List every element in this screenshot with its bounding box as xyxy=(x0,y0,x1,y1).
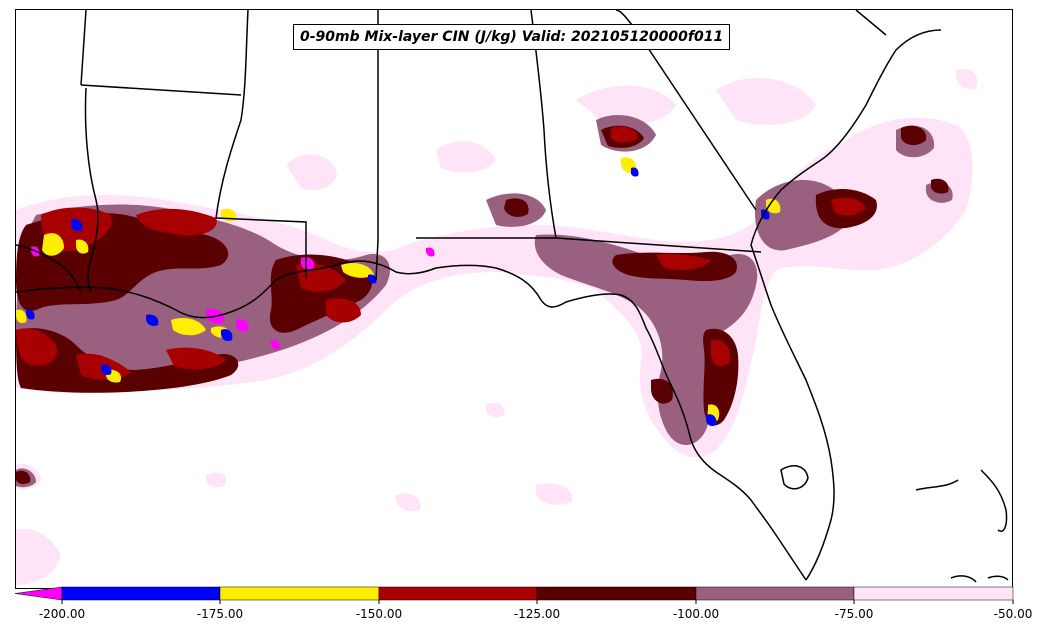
colorbar-bins xyxy=(14,586,1014,601)
cin-map xyxy=(16,10,1009,585)
colorbar-bin-lightpink xyxy=(853,586,1014,601)
colorbar-tick-label: -125.00 xyxy=(513,607,561,621)
map-panel: 0-90mb Mix-layer CIN (J/kg) Valid: 20210… xyxy=(15,9,1013,589)
colorbar-tick-label: -100.00 xyxy=(672,607,720,621)
colorbar-tick-label: -150.00 xyxy=(355,607,403,621)
colorbar-bin-blue xyxy=(61,586,221,601)
colorbar-ticks xyxy=(61,600,1014,604)
boundaries xyxy=(16,10,1009,583)
colorbar-bin-mauve xyxy=(695,586,855,601)
colorbar-tick-label: -200.00 xyxy=(38,607,86,621)
colorbar-bin-red xyxy=(378,586,538,601)
colorbar-bin-yellow xyxy=(219,586,380,601)
colorbar-tick-label: -75.00 xyxy=(834,607,874,621)
colorbar-tick-label: -175.00 xyxy=(196,607,244,621)
cin-shading-magenta xyxy=(31,246,435,350)
colorbar-tick-label: -50.00 xyxy=(993,607,1033,621)
colorbar-bin-magenta xyxy=(14,586,63,601)
colorbar-bin-darkred xyxy=(536,586,697,601)
map-title: 0-90mb Mix-layer CIN (J/kg) Valid: 20210… xyxy=(293,24,731,50)
cin-shading-blue xyxy=(26,167,770,427)
